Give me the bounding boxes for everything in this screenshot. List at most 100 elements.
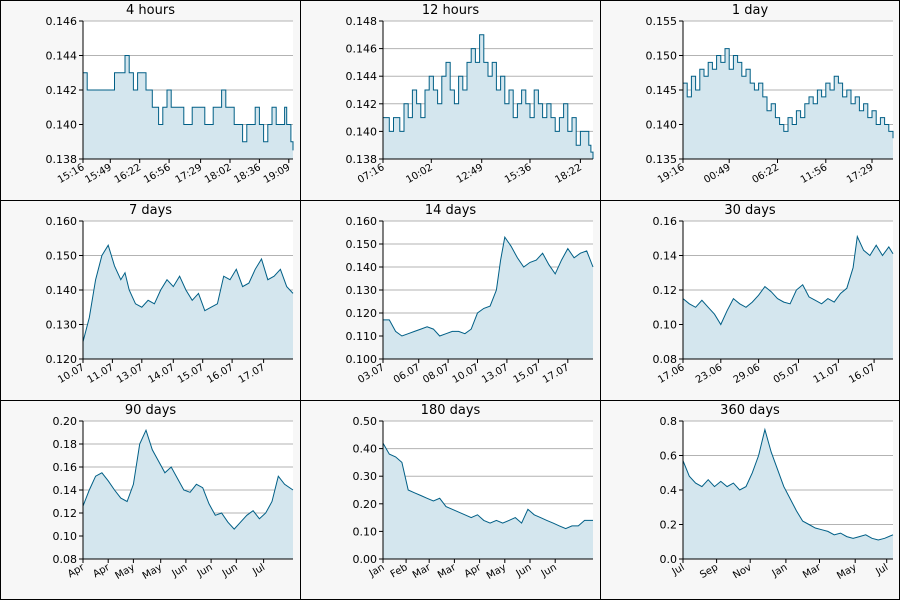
x-tick-label: Jun <box>514 562 534 580</box>
chart-title: 360 days <box>720 403 780 418</box>
x-tick-label: Nov <box>731 562 753 581</box>
series-area <box>83 55 293 159</box>
y-tick-label: 0.142 <box>46 84 78 97</box>
y-tick-label: 0.12 <box>53 507 78 520</box>
y-tick-label: 0.140 <box>346 125 378 138</box>
chart-title: 180 days <box>420 403 481 418</box>
x-tick-label: Mar <box>801 562 824 581</box>
x-tick-label: Mar <box>411 562 434 581</box>
x-tick-label: 00:49 <box>702 162 732 186</box>
x-tick-label: 15:49 <box>83 162 113 186</box>
x-tick-label: 13.07 <box>115 362 145 386</box>
y-tick-label: 0.14 <box>53 484 78 497</box>
y-tick-label: 0.08 <box>653 353 678 366</box>
chart-svg: 0.1380.1400.1420.1440.14615:1615:4916:22… <box>46 15 294 186</box>
y-tick-label: 0.16 <box>653 215 678 228</box>
y-tick-label: 0.4 <box>660 484 678 497</box>
y-tick-label: 0.145 <box>646 84 678 97</box>
x-tick-label: 16.07 <box>847 362 877 386</box>
chart-title: 30 days <box>724 203 776 218</box>
x-tick-label: 19:09 <box>262 162 292 186</box>
y-tick-label: 0.30 <box>353 470 378 483</box>
x-tick-label: 18:36 <box>232 162 262 186</box>
x-tick-label: Apr <box>91 562 112 581</box>
y-tick-label: 0.140 <box>46 284 78 297</box>
x-tick-label: May <box>485 562 508 582</box>
chart-panel: 7 days 0.120 0.130 0.140 0.150 0.160 10.07 11.0… <box>0 200 301 401</box>
chart-title: 12 hours <box>421 3 480 18</box>
chart-panel: 12 hours 0.138 0.140 0.142 0.144 0.146 0.148 07… <box>300 0 601 201</box>
chart-title: 7 days <box>128 203 173 218</box>
chart-panel: 30 days 0.08 0.10 0.12 0.14 0.16 17.06 23.06 29.… <box>600 200 900 401</box>
y-tick-label: 0.146 <box>346 43 378 56</box>
x-tick-label: Jul <box>873 562 890 578</box>
x-tick-label: Apr <box>463 562 484 581</box>
x-tick-label: 18:02 <box>203 162 233 186</box>
x-tick-label: Sep <box>698 562 720 581</box>
y-tick-label: 0.18 <box>53 438 78 451</box>
y-tick-label: 0.138 <box>346 153 378 166</box>
series-area <box>383 237 593 359</box>
y-tick-label: 0.140 <box>646 119 678 132</box>
y-tick-label: 0.50 <box>353 415 378 428</box>
y-tick-label: 0.150 <box>46 250 78 263</box>
chart-panel: 180 days 0.00 0.10 0.20 0.30 0.40 0.50 Jan Feb Ma… <box>300 400 601 600</box>
x-tick-label: 14.07 <box>146 362 176 386</box>
chart-panel: 4 hours 0.138 0.140 0.142 0.144 0.146 15:16 15:… <box>0 0 301 201</box>
x-tick-label: 13.07 <box>480 362 510 386</box>
y-tick-label: 0.8 <box>660 415 678 428</box>
y-tick-label: 0.142 <box>346 98 378 111</box>
x-tick-label: May <box>113 562 136 582</box>
x-tick-label: Jan <box>770 562 790 580</box>
chart-panel: 1 day 0.135 0.140 0.145 0.150 0.155 19:16 00:49… <box>600 0 900 201</box>
y-tick-label: 0.150 <box>646 50 678 63</box>
series-area <box>383 443 593 559</box>
series-area <box>83 430 293 559</box>
y-tick-label: 0.20 <box>353 498 378 511</box>
y-tick-label: 0.120 <box>346 307 378 320</box>
chart-title: 90 days <box>124 403 177 418</box>
x-tick-label: 10.07 <box>451 362 481 386</box>
x-tick-label: 17.07 <box>237 362 267 386</box>
y-tick-label: 0.08 <box>53 553 78 566</box>
chart-panel: 14 days 0.100 0.110 0.120 0.130 0.140 0.150 0.1… <box>300 200 601 401</box>
y-tick-label: 0.160 <box>346 215 378 228</box>
x-tick-label: Mar <box>436 562 459 581</box>
series-line <box>82 243 294 342</box>
x-tick-label: 06.07 <box>392 362 422 386</box>
y-tick-label: 0.144 <box>346 70 378 83</box>
series-line <box>383 235 594 337</box>
series-area <box>683 236 893 359</box>
y-tick-label: 0.144 <box>46 50 78 63</box>
x-tick-label: 17:29 <box>845 162 875 186</box>
x-tick-label: Jun <box>195 562 215 580</box>
y-tick-label: 0.10 <box>353 525 378 538</box>
x-tick-label: 15:36 <box>503 162 533 186</box>
x-tick-label: 12:49 <box>455 162 485 186</box>
series-line <box>683 48 894 139</box>
y-tick-label: 0.0 <box>660 553 678 566</box>
y-tick-label: 0.20 <box>53 415 78 428</box>
y-tick-label: 0.100 <box>346 353 378 366</box>
x-tick-label: 17.07 <box>541 362 571 386</box>
y-tick-label: 0.160 <box>46 215 78 228</box>
series-line <box>682 427 894 541</box>
y-tick-label: 0.2 <box>660 519 678 532</box>
y-tick-label: 0.135 <box>646 153 678 166</box>
x-tick-label: 29.06 <box>732 362 762 386</box>
x-tick-label: 05.07 <box>772 362 802 386</box>
y-tick-label: 0.16 <box>53 461 78 474</box>
series-area <box>383 34 593 159</box>
x-tick-label: 06:22 <box>751 162 781 186</box>
y-tick-label: 0.155 <box>646 15 678 28</box>
series-line <box>83 55 294 151</box>
y-tick-label: 0.10 <box>53 530 78 543</box>
series-line <box>82 428 294 530</box>
x-tick-label: 11.07 <box>86 362 116 386</box>
x-tick-label: 18:22 <box>553 162 583 186</box>
